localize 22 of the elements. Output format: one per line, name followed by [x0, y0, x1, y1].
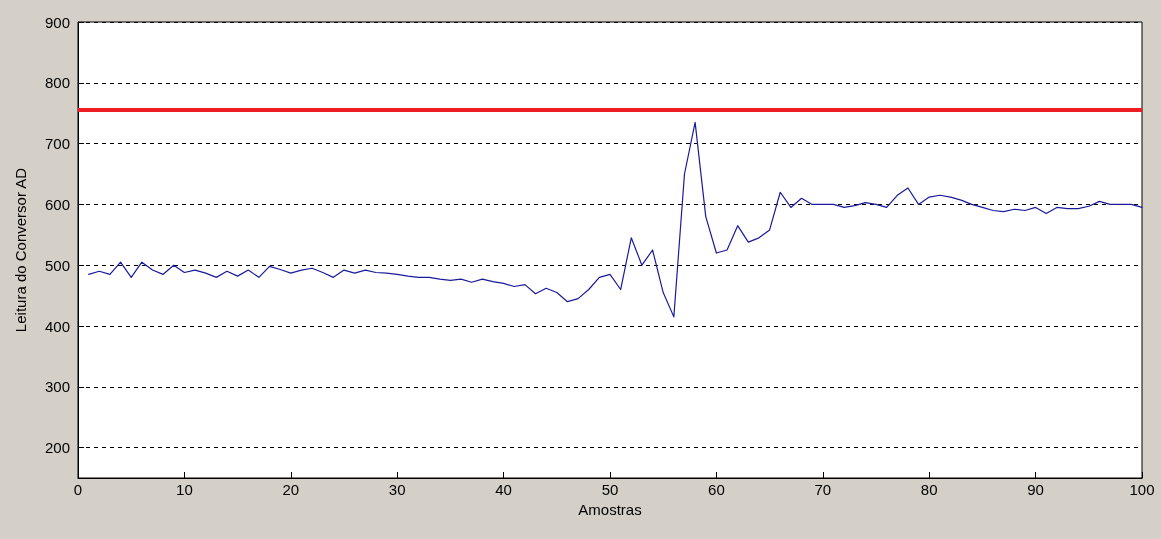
- y-tick-label: 900: [44, 13, 70, 31]
- x-tick-label: 100: [1129, 481, 1155, 498]
- y-tick-label: 300: [44, 378, 70, 396]
- line-series: [88, 121, 1143, 318]
- x-tick-label: 40: [495, 481, 512, 498]
- x-tick-label: 60: [708, 481, 725, 498]
- x-tick-label: 0: [73, 481, 83, 498]
- y-axis-title: Leitura do Conversor AD: [12, 167, 29, 333]
- x-tick-label: 30: [388, 481, 406, 498]
- x-tick-label: 90: [1027, 481, 1044, 498]
- y-tick-label: 500: [44, 256, 70, 274]
- x-axis-title: Amostras: [578, 500, 642, 518]
- y-tick-label: 800: [44, 74, 70, 92]
- x-tick-label: 10: [176, 481, 193, 498]
- x-tick-label: 20: [282, 481, 300, 498]
- x-tick-label: 50: [601, 481, 619, 498]
- y-tick-label: 400: [44, 317, 70, 335]
- x-tick-label: 80: [920, 481, 938, 498]
- y-tick-label: 200: [44, 439, 70, 457]
- y-tick-label: 700: [44, 135, 70, 153]
- y-tick-label: 600: [44, 195, 70, 213]
- x-tick-label: 70: [814, 481, 832, 498]
